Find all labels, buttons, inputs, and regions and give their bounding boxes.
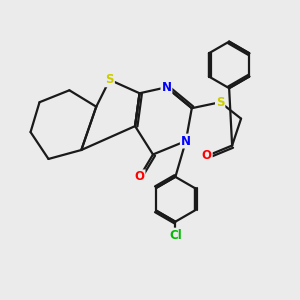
Text: N: N [161, 81, 171, 94]
Text: Cl: Cl [169, 229, 182, 242]
Text: N: N [181, 134, 191, 148]
Text: S: S [105, 73, 114, 86]
Text: O: O [134, 170, 145, 183]
Text: O: O [202, 149, 212, 163]
Text: S: S [216, 96, 224, 109]
